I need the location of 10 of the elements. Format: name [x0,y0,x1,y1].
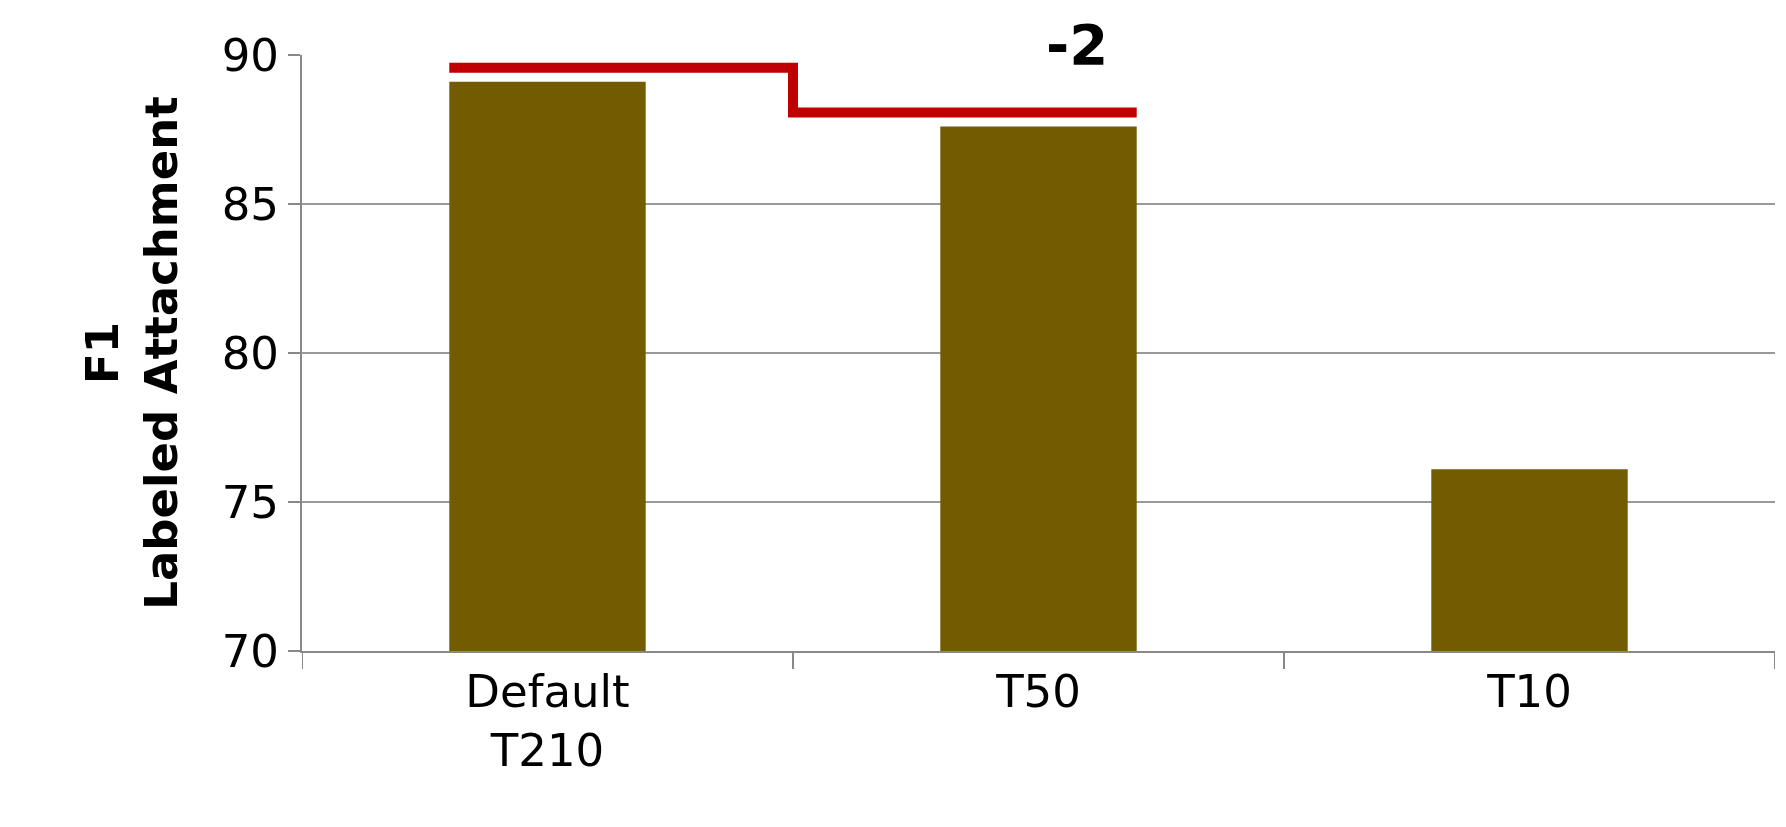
x-tick-label: Default T210 [465,665,630,777]
x-tick-label: T10 [1486,665,1572,718]
y-axis-title: F1 Labeled Attachment [76,96,188,610]
y-tick-label: 75 [221,475,279,529]
annotation: -2 [1046,12,1109,77]
x-tick-label: T50 [995,665,1081,718]
y-tick-label: 85 [221,177,279,231]
y-tick-label: 90 [221,28,279,82]
y-tick-label: 80 [221,326,279,380]
y-tick-label: 70 [221,624,279,678]
